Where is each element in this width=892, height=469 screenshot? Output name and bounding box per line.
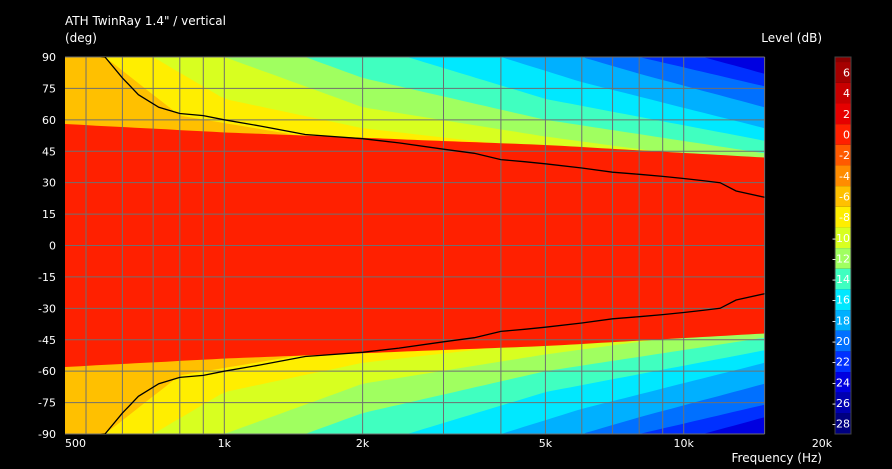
colorbar-swatch (835, 392, 851, 414)
y-tick-label: 90 (42, 51, 56, 64)
colorbar-swatch (835, 103, 851, 125)
colorbar-tick-label: 4 (843, 87, 850, 100)
colorbar-swatch (835, 186, 851, 207)
colorbar-tick-label: -10 (832, 232, 850, 245)
colorbar-tick-label: -28 (832, 418, 850, 431)
colorbar-tick-label: -12 (832, 252, 850, 265)
colorbar (834, 56, 852, 435)
y-tick-labels: 90 75 60 45 30 15 0 -15 -30 -45 -60 -75 -90 (38, 51, 56, 441)
colorbar-tick-label: 6 (843, 66, 850, 79)
x-tick-label: 10k (674, 437, 695, 450)
colorbar-tick-label: -18 (832, 314, 850, 327)
isoline-lower (100, 293, 765, 434)
isolines (100, 57, 765, 434)
colorbar-tick-label: -24 (832, 376, 850, 389)
colorbar-tick-label: -4 (839, 170, 850, 183)
colorbar-swatch (835, 330, 851, 352)
colorbar-swatch (835, 351, 851, 373)
chart-title: ATH TwinRay 1.4" / vertical (65, 14, 226, 28)
isoline-upper (100, 57, 765, 198)
x-tick-labels: 500 1k 2k 5k 10k 20k (65, 437, 833, 450)
y-tick-label: 75 (42, 82, 56, 95)
y-tick-label: -90 (38, 428, 56, 441)
y-tick-label: 60 (42, 114, 56, 127)
y-tick-label: -45 (38, 334, 56, 347)
colorbar-tick-label: -16 (832, 294, 850, 307)
colorbar-swatch (835, 62, 851, 83)
grid (65, 56, 766, 435)
colorbar-swatch (835, 82, 851, 104)
colorbar-tick-label: -8 (839, 211, 850, 224)
y-tick-label: -60 (38, 365, 56, 378)
y-tick-label: 45 (42, 145, 56, 158)
colorbar-tick-label: 2 (843, 108, 850, 121)
colorbar-swatch (835, 248, 851, 269)
colorbar-tick-labels: 6 4 2 0 -2 -4 -6 -8 -10 -12 -14 -16 -18 -20 -22 -24 -26 -… (832, 66, 850, 430)
colorbar-tick-label: 0 (843, 128, 850, 141)
y-axis-label: (deg) (65, 31, 97, 45)
y-tick-label: 30 (42, 177, 56, 190)
colorbar-swatch (835, 227, 851, 249)
colorbar-tick-label: -26 (832, 397, 850, 410)
colorbar-swatch (835, 413, 851, 434)
y-tick-label: -75 (38, 397, 56, 410)
colorbar-tick-label: -20 (832, 335, 850, 348)
colorbar-label: Level (dB) (761, 31, 822, 45)
x-tick-label: 5k (539, 437, 553, 450)
y-tick-label: -15 (38, 271, 56, 284)
x-tick-label: 20k (812, 437, 833, 450)
colorbar-swatch (835, 165, 851, 187)
colorbar-tick-label: -14 (832, 273, 850, 286)
colorbar-frame (834, 56, 852, 435)
colorbar-swatch (835, 268, 851, 290)
colorbar-swatch (835, 310, 851, 331)
y-tick-label: 15 (42, 208, 56, 221)
y-tick-label: 0 (49, 240, 56, 253)
x-tick-label: 2k (356, 437, 370, 450)
colorbar-swatch (835, 372, 851, 393)
colorbar-swatch (835, 289, 851, 311)
y-tick-label: -30 (38, 302, 56, 315)
colorbar-tick-label: -6 (839, 190, 850, 203)
colorbar-tick-label: -2 (839, 149, 850, 162)
isoline-layer (100, 57, 765, 434)
colorbar-swatch (835, 206, 851, 228)
x-tick-label: 1k (218, 437, 232, 450)
colorbar-tick-label: -22 (832, 356, 850, 369)
x-tick-label: 500 (65, 437, 86, 450)
colorbar-swatch (835, 144, 851, 166)
x-axis-label: Frequency (Hz) (732, 451, 823, 465)
colorbar-swatch (835, 124, 851, 145)
